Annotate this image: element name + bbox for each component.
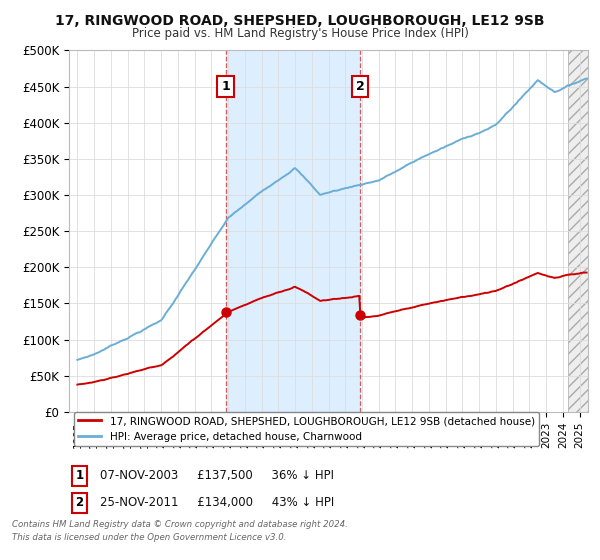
Text: 25-NOV-2011     £134,000     43% ↓ HPI: 25-NOV-2011 £134,000 43% ↓ HPI xyxy=(100,496,334,509)
Bar xyxy=(568,50,588,412)
Text: Contains HM Land Registry data © Crown copyright and database right 2024.: Contains HM Land Registry data © Crown c… xyxy=(12,520,348,529)
Text: 07-NOV-2003     £137,500     36% ↓ HPI: 07-NOV-2003 £137,500 36% ↓ HPI xyxy=(100,469,334,483)
Text: 1: 1 xyxy=(221,80,230,93)
Text: Price paid vs. HM Land Registry's House Price Index (HPI): Price paid vs. HM Land Registry's House … xyxy=(131,27,469,40)
Legend: 17, RINGWOOD ROAD, SHEPSHED, LOUGHBOROUGH, LE12 9SB (detached house), HPI: Avera: 17, RINGWOOD ROAD, SHEPSHED, LOUGHBOROUG… xyxy=(74,412,539,446)
Text: 1: 1 xyxy=(76,469,83,483)
Text: 2: 2 xyxy=(356,80,365,93)
Text: 17, RINGWOOD ROAD, SHEPSHED, LOUGHBOROUGH, LE12 9SB: 17, RINGWOOD ROAD, SHEPSHED, LOUGHBOROUG… xyxy=(55,14,545,28)
Bar xyxy=(226,50,361,412)
Text: 2: 2 xyxy=(76,496,83,509)
Text: This data is licensed under the Open Government Licence v3.0.: This data is licensed under the Open Gov… xyxy=(12,533,287,542)
